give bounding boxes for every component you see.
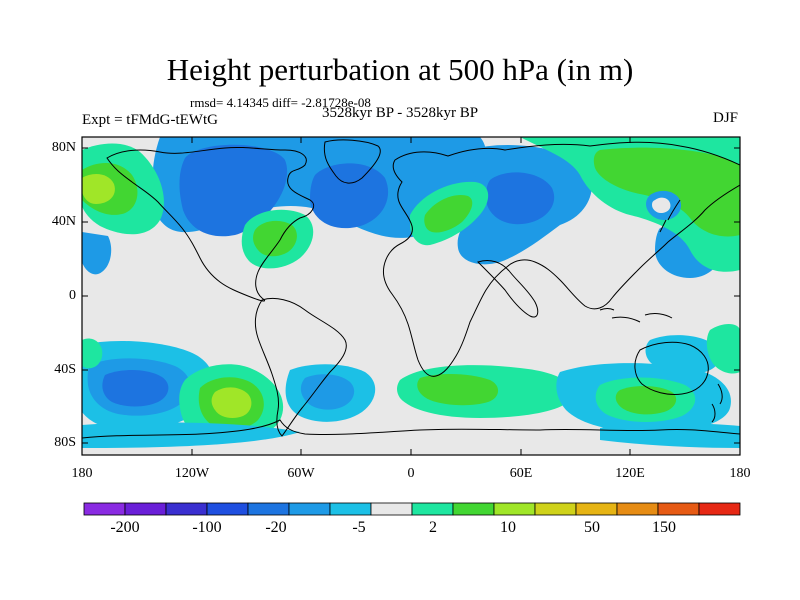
experiment-label: Expt = tFMdG-tEWtG	[82, 112, 218, 128]
colorbar-box	[247, 502, 290, 516]
coastline-eurasia-africa	[383, 141, 740, 377]
colorbar-label: -20	[265, 519, 287, 536]
nh-ridge-east-asia-light	[652, 197, 671, 213]
coastline-new-zealand	[711, 383, 723, 423]
lon-label: 180	[71, 466, 93, 481]
colorbar-box	[411, 502, 454, 516]
sh-ridge-south-indian-core	[417, 374, 499, 406]
colorbar-label: 150	[652, 519, 676, 536]
stats-label: rmsd= 4.14345 diff= -2.81728e-08	[190, 95, 371, 110]
nh-west-blue	[82, 232, 112, 275]
colorbar-box	[493, 502, 536, 516]
coastline-australia	[634, 341, 709, 395]
colorbar-box	[657, 502, 700, 516]
colorbar-label: -5	[352, 519, 366, 536]
coastline-greenland	[323, 139, 381, 184]
colorbar-box	[165, 502, 208, 516]
lon-label: 120E	[615, 466, 645, 481]
colorbar	[83, 502, 741, 516]
lon-label: 180	[729, 466, 751, 481]
coastlines	[82, 139, 740, 439]
colorbar-box	[124, 502, 167, 516]
season-label: DJF	[713, 110, 739, 126]
coastline-south-america	[254, 297, 347, 437]
map-title: Height perturbation at 500 hPa (in m)	[166, 52, 634, 87]
contour-field	[82, 137, 740, 455]
lat-label: 80N	[51, 140, 76, 155]
period-label: 3528kyr BP - 3528kyr BP	[322, 105, 479, 121]
colorbar-box	[698, 502, 741, 516]
colorbar-box	[452, 502, 495, 516]
coastline-indonesia	[599, 308, 673, 323]
colorbar-label: 10	[500, 519, 516, 536]
colorbar-box	[83, 502, 126, 516]
colorbar-box	[575, 502, 618, 516]
sh-antarctic-blue	[82, 422, 300, 448]
colorbar-box	[616, 502, 659, 516]
lat-label: 40S	[54, 362, 76, 377]
nh-ridge-europe-core	[424, 194, 473, 233]
nh-trough-siberia-core	[486, 172, 555, 225]
sh-east-blue	[645, 335, 721, 374]
colorbar-label: -200	[110, 519, 140, 536]
lon-label: 120W	[174, 466, 210, 481]
lon-label: 0	[407, 466, 415, 481]
lat-label: 80S	[54, 435, 76, 450]
nh-trough-atlantic	[310, 163, 389, 229]
colorbar-box	[534, 502, 577, 516]
sh-ridge-southeast-pacific-peak	[211, 387, 252, 418]
sh-east-green	[706, 324, 740, 374]
coastline-north-america	[106, 146, 315, 302]
colorbar-box	[329, 502, 372, 516]
sh-trough-south-atlantic-core	[300, 374, 355, 410]
coastline-japan	[659, 199, 681, 233]
colorbar-box	[370, 502, 413, 516]
lon-label: 60E	[509, 466, 533, 481]
sh-west-green	[82, 338, 103, 369]
colorbar-box	[206, 502, 249, 516]
axis-ticks	[81, 137, 741, 455]
nh-ridge-pacific-peak	[82, 174, 115, 204]
nh-trough-north-america-core	[179, 144, 288, 237]
colorbar-label: 50	[584, 519, 600, 536]
lat-label: 40N	[51, 214, 76, 229]
sh-trough-south-pacific-deep	[102, 369, 169, 407]
colorbar-box	[288, 502, 331, 516]
lon-label: 60W	[287, 466, 315, 481]
coastline-arabia-india	[477, 259, 539, 318]
colorbar-label: -100	[192, 519, 222, 536]
coastline-antarctica	[82, 419, 740, 439]
sh-antarctic-east-blue	[600, 423, 740, 448]
lat-label: 0	[69, 288, 76, 303]
colorbar-label: 2	[429, 519, 437, 536]
